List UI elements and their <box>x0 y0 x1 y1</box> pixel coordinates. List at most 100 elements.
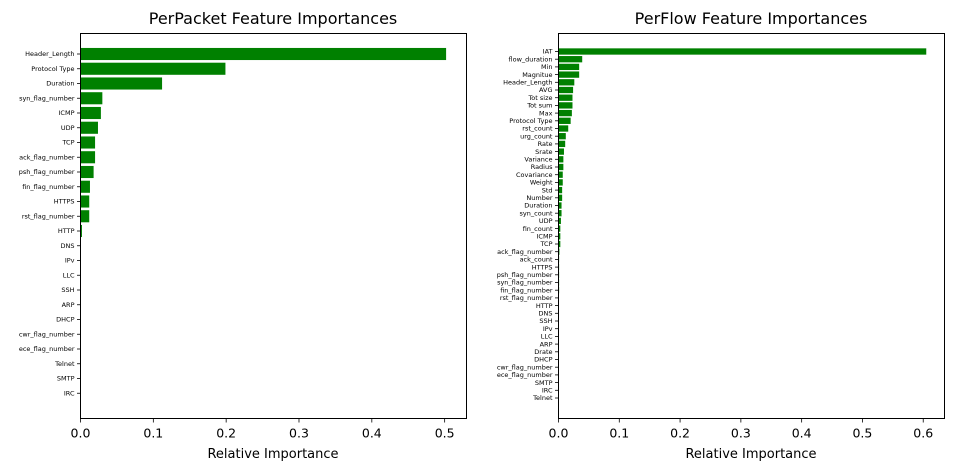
y-tick-label: IRC <box>542 387 553 395</box>
y-tick-label: Protocol Type <box>31 65 74 73</box>
y-tick-label: Min <box>541 63 553 71</box>
y-tick-label: Radius <box>531 163 553 171</box>
x-ticks: 0.0 0.1 0.2 0.3 0.4 0.5 0.6 <box>549 418 933 441</box>
x-ticks: 0.0 0.1 0.2 0.3 0.4 0.5 <box>71 418 455 441</box>
y-tick-label: HTTP <box>536 302 553 310</box>
bar <box>558 225 561 232</box>
y-tick-label: IPv <box>65 257 75 265</box>
y-tick-label: LLC <box>63 271 75 279</box>
y-tick-label: syn_count <box>520 209 553 217</box>
y-tick-label: Duration <box>524 202 552 210</box>
y-tick-label: SMTP <box>57 375 75 383</box>
bar <box>558 163 564 171</box>
y-tick-label: psh_flag_number <box>19 168 75 176</box>
y-tick-label: Telnet <box>532 394 553 402</box>
y-tick-label: ack_flag_number <box>19 153 75 161</box>
x-tick-label: 0.2 <box>216 426 236 441</box>
bar <box>558 217 561 225</box>
y-tick-label: UDP <box>539 217 553 225</box>
y-tick-label: rst_count <box>522 125 553 133</box>
y-tick-label: ece_flag_number <box>19 345 75 353</box>
y-tick-label: Magnitue <box>522 71 552 79</box>
y-tick-label: LLC <box>541 333 553 341</box>
bar <box>80 92 103 105</box>
bar <box>80 121 98 134</box>
y-tick-label: Duration <box>46 80 74 88</box>
y-tick-label: Variance <box>524 156 552 164</box>
y-tick-label: syn_flag_number <box>19 94 75 102</box>
bar <box>558 210 562 217</box>
perpacket-chart: PerPacket Feature Importances Header_Len… <box>19 9 467 462</box>
y-tick-label: syn_flag_number <box>497 279 553 287</box>
bars-group <box>80 47 447 356</box>
y-tick-label: ICMP <box>59 109 75 117</box>
y-tick-label: Protocol Type <box>509 117 552 125</box>
perflow-chart: PerFlow Feature Importances IATflow_dura… <box>497 9 945 462</box>
y-tick-label: DHCP <box>534 356 552 364</box>
x-tick-label: 0.3 <box>731 426 751 441</box>
x-tick-label: 0.1 <box>609 426 629 441</box>
bar <box>558 86 574 94</box>
x-tick-label: 0.5 <box>435 426 455 441</box>
bar <box>80 151 96 164</box>
y-tick-label: Number <box>526 194 552 202</box>
plot-frame <box>558 33 945 419</box>
y-tick-label: IPv <box>543 325 553 333</box>
y-tick-label: AVG <box>539 86 553 94</box>
x-tick-label: 0.5 <box>852 426 872 441</box>
bar <box>558 240 561 248</box>
y-tick-label: TCP <box>61 139 74 147</box>
y-tick-label: fin_flag_number <box>22 183 75 191</box>
y-tick-label: SSH <box>539 317 552 325</box>
bar <box>558 94 573 101</box>
y-tick-label: HTTPS <box>54 198 75 206</box>
y-tick-label: Covariance <box>516 171 553 179</box>
bar <box>558 48 927 55</box>
y-tick-label: Rate <box>538 140 553 148</box>
x-tick-label: 0.4 <box>792 426 812 441</box>
y-tick-label: ack_count <box>520 256 553 264</box>
y-tick-label: Header_Length <box>503 79 552 87</box>
bar <box>558 233 561 240</box>
bar <box>558 140 566 148</box>
y-tick-label: Max <box>539 109 553 117</box>
bar <box>558 202 562 209</box>
y-tick-label: DNS <box>61 242 75 250</box>
bar <box>558 56 583 63</box>
bar <box>80 210 90 223</box>
y-tick-label: ICMP <box>537 233 553 241</box>
y-tick-label: Tot size <box>527 94 552 102</box>
y-tick-label: Weight <box>530 179 553 187</box>
bar <box>558 179 563 186</box>
y-tick-label: rst_flag_number <box>22 212 75 220</box>
bar <box>558 194 563 201</box>
x-tick-label: 0.4 <box>362 426 382 441</box>
bar <box>558 171 563 178</box>
y-tick-label: urg_count <box>520 132 553 140</box>
y-ticks: IATflow_durationMinMagnitueHeader_Length… <box>497 48 559 402</box>
x-tick-label: 0.2 <box>670 426 690 441</box>
bar <box>558 109 572 117</box>
y-tick-label: ARP <box>540 340 553 348</box>
y-tick-label: cwr_flag_number <box>19 330 75 338</box>
bar <box>80 165 94 179</box>
bar <box>558 148 564 155</box>
bar <box>80 47 447 61</box>
bar <box>558 71 580 78</box>
y-tick-label: psh_flag_number <box>497 271 553 279</box>
bar <box>558 63 580 71</box>
y-tick-label: Srate <box>535 148 552 156</box>
y-tick-label: SSH <box>61 286 74 294</box>
x-tick-label: 0.1 <box>143 426 163 441</box>
y-tick-label: ARP <box>62 301 75 309</box>
bars-group <box>558 48 927 386</box>
bar <box>80 180 90 193</box>
y-tick-label: fin_count <box>523 225 553 233</box>
x-tick-label: 0.3 <box>289 426 309 441</box>
bar <box>558 102 573 109</box>
y-tick-label: Header_Length <box>25 50 74 58</box>
chart-title: PerFlow Feature Importances <box>635 9 868 28</box>
bar <box>80 106 101 120</box>
bar <box>80 136 96 149</box>
